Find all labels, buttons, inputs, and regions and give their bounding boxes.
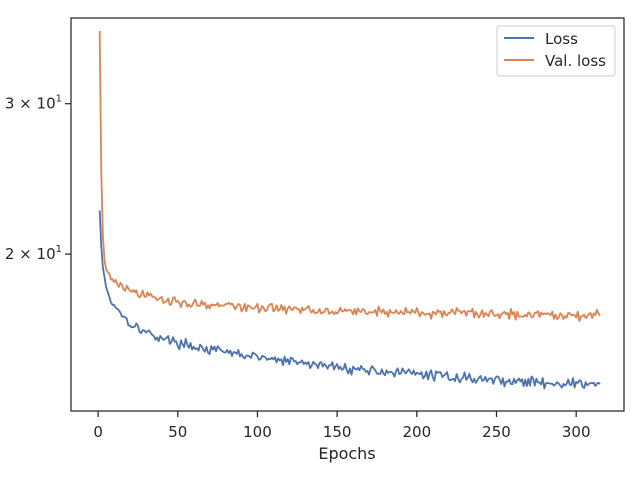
x-tick-label: 250 [482,423,511,441]
x-tick-label: 100 [243,423,272,441]
series-layer [98,30,601,390]
series-line-loss [98,210,601,390]
legend-label-loss: Loss [545,30,578,48]
series-line-val-loss [98,30,601,323]
x-tick-label: 0 [93,423,103,441]
plot-frame [70,17,625,412]
y-tick-label: 3 × 101 [5,94,62,113]
legend-label-val-loss: Val. loss [545,52,606,70]
x-tick-label: 200 [403,423,432,441]
x-axis-ticks: 0 50 100 150 200 250 300 [93,411,591,441]
x-tick-label: 150 [323,423,352,441]
x-tick-label: 300 [562,423,591,441]
y-tick-label: 2 × 101 [5,244,62,263]
x-tick-label: 50 [168,423,187,441]
legend: Loss Val. loss [496,25,616,77]
x-axis-label: Epochs [318,444,375,463]
y-axis-ticks: 2 × 101 3 × 101 [5,94,71,263]
